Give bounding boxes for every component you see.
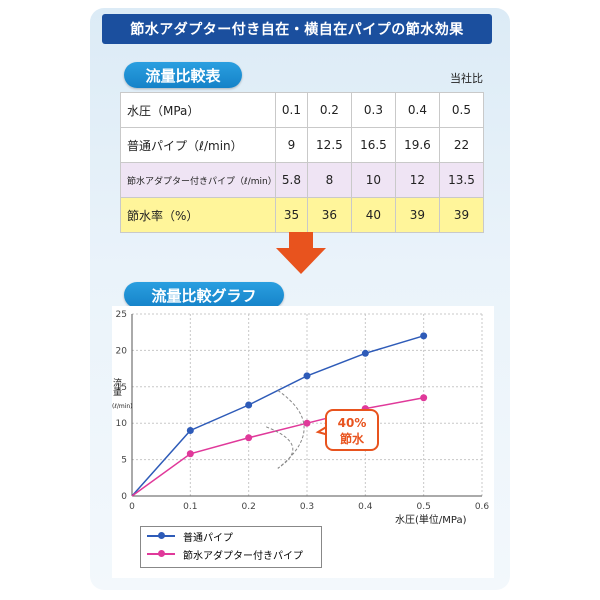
x-axis-label: 水圧(単位/MPa) <box>395 513 467 526</box>
table-cell: 0.1 <box>275 92 308 128</box>
table-cell: 16.5 <box>350 127 396 163</box>
table-cell: 39 <box>438 197 485 233</box>
page-title: 節水アダプター付き自在・横自在パイプの節水効果 <box>102 14 492 44</box>
table-cell: 5.8 <box>275 162 308 198</box>
x-tick-label: 0.1 <box>183 502 197 512</box>
x-tick-label: 0.4 <box>358 502 373 512</box>
x-tick-label: 0.5 <box>417 502 431 512</box>
table-cell: 10 <box>350 162 396 198</box>
table-cell: 19.6 <box>394 127 440 163</box>
y-tick-label: 20 <box>116 346 128 356</box>
table-row-label: 節水アダプター付きパイプ（ℓ/min） <box>120 162 277 198</box>
table-cell: 35 <box>275 197 308 233</box>
table-cell: 0.2 <box>306 92 352 128</box>
series-line-1 <box>131 396 424 497</box>
legend-label-saver: 節水アダプター付きパイプ <box>183 550 303 562</box>
table-cell: 0.3 <box>350 92 396 128</box>
table-header-label: 水圧（MPa） <box>120 92 276 128</box>
table-cell: 12.5 <box>306 127 352 163</box>
legend-item-normal: 普通パイプ <box>141 527 321 545</box>
data-point-0 <box>245 401 253 409</box>
flow-comparison-table: 水圧（MPa） 0.1 0.2 0.3 0.4 0.5 普通パイプ（ℓ/min）… <box>120 92 485 233</box>
x-tick-label: 0 <box>129 502 135 512</box>
y-tick-label: 10 <box>116 419 128 429</box>
legend-swatch-normal <box>147 531 175 541</box>
table-cell: 9 <box>275 127 308 163</box>
graph-section-label: 流量比較グラフ <box>124 282 284 308</box>
table-cell: 0.4 <box>394 92 440 128</box>
y-tick-label: 15 <box>116 383 127 393</box>
legend-item-saver: 節水アダプター付きパイプ <box>141 545 321 563</box>
table-row-normal-pipe: 普通パイプ（ℓ/min） 9 12.5 16.5 19.6 22 <box>120 127 485 163</box>
x-tick-label: 0.6 <box>475 502 490 512</box>
table-cell: 13.5 <box>438 162 485 198</box>
table-cell: 22 <box>438 127 485 163</box>
legend-swatch-saver <box>147 549 175 559</box>
table-section-label: 流量比較表 <box>124 62 242 88</box>
table-row-saver-pipe: 節水アダプター付きパイプ（ℓ/min） 5.8 8 10 12 13.5 <box>120 162 485 198</box>
data-point-0 <box>303 372 311 380</box>
data-point-1 <box>186 450 194 458</box>
callout-text: 節水 <box>340 431 365 446</box>
table-cell: 36 <box>306 197 352 233</box>
company-comparison-note: 当社比 <box>450 72 483 85</box>
down-arrow-icon <box>276 232 326 274</box>
table-cell: 0.5 <box>438 92 485 128</box>
data-point-0 <box>361 349 369 357</box>
y-tick-label: 5 <box>121 456 127 466</box>
flow-line-chart: 0 5 10 15 20 25 0 0.1 0.2 0.3 0.4 0.5 0.6 水圧(単位/MPa) 流… <box>112 310 490 526</box>
data-point-0 <box>186 426 194 434</box>
data-point-0 <box>420 332 428 340</box>
y-axis-label: 流量 <box>112 377 122 396</box>
table-row-saving-rate: 節水率（%） 35 36 40 39 39 <box>120 197 485 233</box>
x-tick-label: 0.2 <box>242 502 256 512</box>
y-axis-unit: (ℓ/min) <box>112 403 133 410</box>
data-point-1 <box>303 419 311 427</box>
legend-label-normal: 普通パイプ <box>183 532 233 544</box>
table-cell: 8 <box>306 162 352 198</box>
table-row-label: 節水率（%） <box>120 197 276 233</box>
table-row-label: 普通パイプ（ℓ/min） <box>120 127 276 163</box>
y-tick-label: 25 <box>116 310 127 320</box>
table-row-pressure: 水圧（MPa） 0.1 0.2 0.3 0.4 0.5 <box>120 92 485 128</box>
y-tick-label: 0 <box>121 492 127 502</box>
data-point-1 <box>420 394 428 402</box>
table-cell: 39 <box>394 197 440 233</box>
chart-legend: 普通パイプ 節水アダプター付きパイプ <box>140 526 322 568</box>
annotation-arc-outer <box>277 390 305 469</box>
callout-box <box>325 409 379 451</box>
series-line-0 <box>131 335 424 497</box>
data-point-1 <box>245 434 253 442</box>
callout-percent: 40% <box>338 416 367 430</box>
table-cell: 12 <box>394 162 440 198</box>
table-cell: 40 <box>350 197 396 233</box>
x-tick-label: 0.3 <box>300 502 314 512</box>
